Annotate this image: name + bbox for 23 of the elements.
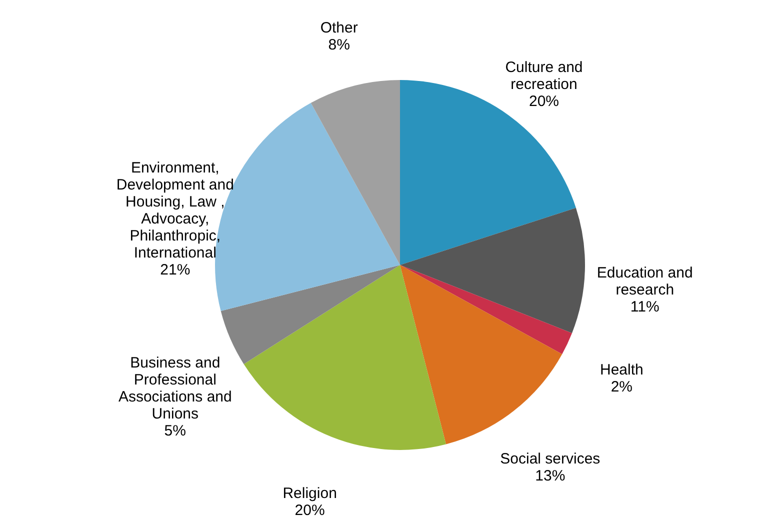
data-label: 8% xyxy=(328,36,350,54)
data-label: 11% xyxy=(630,298,660,316)
slice-label: Health xyxy=(600,361,644,378)
pie-slice xyxy=(400,265,562,444)
pie-slice xyxy=(400,265,572,354)
pie-slice xyxy=(400,80,576,265)
data-label: 20% xyxy=(294,502,325,519)
slice-label: Culture and recreation xyxy=(505,58,583,93)
data-label: 20% xyxy=(528,92,560,110)
slice-label: Business and Professional Associations and Unions xyxy=(118,354,232,422)
slice-label: Other xyxy=(320,20,358,37)
slice-label: Social services xyxy=(500,450,600,468)
data-label: 5% xyxy=(164,422,186,440)
pie-slice xyxy=(400,208,585,334)
pie-slice xyxy=(220,265,400,364)
data-label: 2% xyxy=(610,378,633,396)
data-label: 13% xyxy=(535,468,566,485)
pie-slice xyxy=(310,80,400,265)
pie-slice xyxy=(244,265,446,450)
data-label: 21% xyxy=(160,262,190,279)
slice-label: Religion xyxy=(282,484,337,502)
slice-label: Environment, Development and Housing, Law , Advocacy, Philanthropic, International xyxy=(116,160,234,262)
slice-label: Education and research xyxy=(596,264,693,299)
